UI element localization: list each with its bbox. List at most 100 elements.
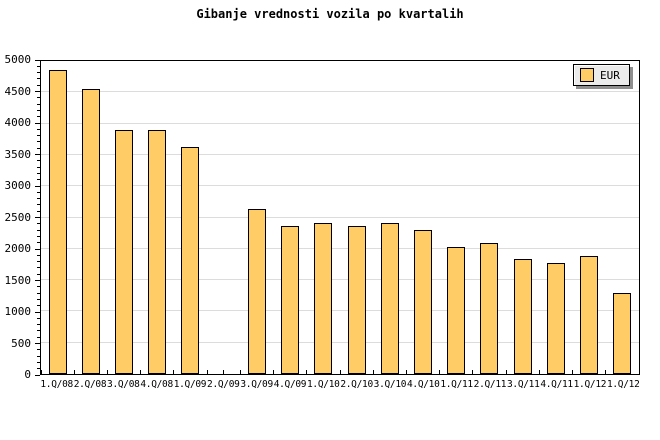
- bar: [347, 226, 366, 374]
- y-tick-minor: [37, 286, 40, 288]
- category-cell: [373, 61, 406, 374]
- bar: [281, 226, 300, 374]
- y-tick-minor: [37, 330, 40, 332]
- y-tick-major: [35, 185, 40, 187]
- y-tick-minor: [37, 254, 40, 256]
- y-tick-minor: [37, 223, 40, 225]
- y-tick-label: 5000: [4, 53, 32, 66]
- y-tick-label: 3500: [4, 147, 32, 161]
- category-cell: [107, 61, 140, 374]
- x-tick: [605, 370, 607, 374]
- y-tick-major: [35, 374, 40, 376]
- y-tick-minor: [37, 179, 40, 181]
- y-axis: 0 500 1000 1500 2000 2500 3000 3500 4000 4500 5000: [0, 54, 40, 381]
- bars-row: [41, 61, 639, 374]
- y-tick-minor: [37, 147, 40, 149]
- plot-area: [40, 60, 640, 375]
- x-tick-label: 2.Q/10: [340, 379, 373, 390]
- x-tick-label: 4.Q/08: [140, 379, 173, 390]
- category-cell: [506, 61, 539, 374]
- category-cell: [606, 61, 639, 374]
- bar: [580, 255, 599, 374]
- category-cell: [539, 61, 572, 374]
- y-tick-minor: [37, 135, 40, 137]
- x-tick: [405, 370, 407, 374]
- y-tick-minor: [37, 324, 40, 326]
- x-tick-label: 2.Q/09: [207, 379, 240, 390]
- legend-label: EUR: [600, 68, 620, 82]
- bar: [314, 222, 333, 374]
- y-tick-minor: [37, 235, 40, 237]
- gridline: [41, 122, 639, 124]
- x-tick: [538, 370, 540, 374]
- y-tick-minor: [37, 368, 40, 370]
- y-tick-minor: [37, 109, 40, 111]
- x-tick: [439, 370, 441, 374]
- y-tick-label: 2000: [4, 242, 32, 255]
- bar: [247, 208, 266, 374]
- x-tick: [140, 370, 142, 374]
- y-tick-minor: [37, 361, 40, 363]
- y-tick-minor: [37, 97, 40, 99]
- gridline: [41, 310, 639, 312]
- y-tick-major: [35, 343, 40, 344]
- x-tick-label: 1.Q/12: [606, 379, 640, 390]
- x-tick: [273, 370, 275, 374]
- y-tick-major: [35, 91, 40, 92]
- y-tick-minor: [37, 292, 40, 294]
- category-cell: [406, 61, 439, 374]
- y-tick-minor: [37, 317, 40, 319]
- gridline: [41, 247, 639, 249]
- x-tick: [73, 370, 75, 374]
- x-tick-label: 3.Q/11: [506, 379, 540, 390]
- y-tick-minor: [37, 128, 40, 130]
- y-tick-minor: [37, 191, 40, 193]
- y-tick-minor: [37, 116, 40, 118]
- chart-title: Gibanje vrednosti vozila po kvartalih: [196, 7, 464, 21]
- y-tick-minor: [37, 141, 40, 143]
- gridline: [41, 153, 639, 155]
- y-tick-major: [35, 248, 40, 250]
- x-tick-label: 2.Q/11: [473, 379, 507, 390]
- y-tick-minor: [37, 273, 40, 275]
- x-tick: [40, 370, 42, 374]
- category-cell: [307, 61, 340, 374]
- y-tick-minor: [37, 242, 40, 244]
- y-tick-minor: [37, 103, 40, 105]
- y-tick-label: 500: [11, 336, 31, 350]
- category-cell: [240, 61, 273, 374]
- x-tick-label: 1.Q/08: [40, 379, 73, 390]
- legend-swatch-icon: [580, 68, 594, 82]
- category-cell: [573, 61, 606, 374]
- gridline: [41, 216, 639, 218]
- bar: [380, 222, 399, 374]
- bar: [48, 70, 67, 374]
- y-tick-label: 2500: [4, 210, 32, 224]
- y-tick-label: 4000: [4, 116, 32, 129]
- y-tick-minor: [37, 267, 40, 269]
- bar: [115, 129, 134, 374]
- y-tick-minor: [37, 166, 40, 168]
- x-tick: [372, 370, 374, 374]
- x-tick: [638, 370, 640, 374]
- x-tick-label: 1.Q/12: [573, 379, 607, 390]
- x-tick-label: 3.Q/08: [107, 379, 140, 390]
- y-tick-label: 0: [24, 368, 31, 381]
- x-tick: [173, 370, 175, 374]
- category-cell: [174, 61, 207, 374]
- x-tick: [505, 370, 507, 374]
- y-tick-minor: [37, 84, 40, 86]
- y-tick-minor: [37, 336, 40, 338]
- x-tick-label: 4.Q/11: [540, 379, 573, 390]
- x-tick-label: 1.Q/11: [440, 379, 473, 390]
- x-tick-label: 1.Q/10: [307, 379, 340, 390]
- y-tick-major: [35, 59, 40, 61]
- y-tick-minor: [37, 172, 40, 174]
- bar: [414, 230, 433, 374]
- gridline: [41, 279, 639, 281]
- y-tick-label: 1500: [4, 273, 32, 287]
- bar: [513, 259, 532, 374]
- category-cell: [340, 61, 373, 374]
- x-tick: [572, 370, 574, 374]
